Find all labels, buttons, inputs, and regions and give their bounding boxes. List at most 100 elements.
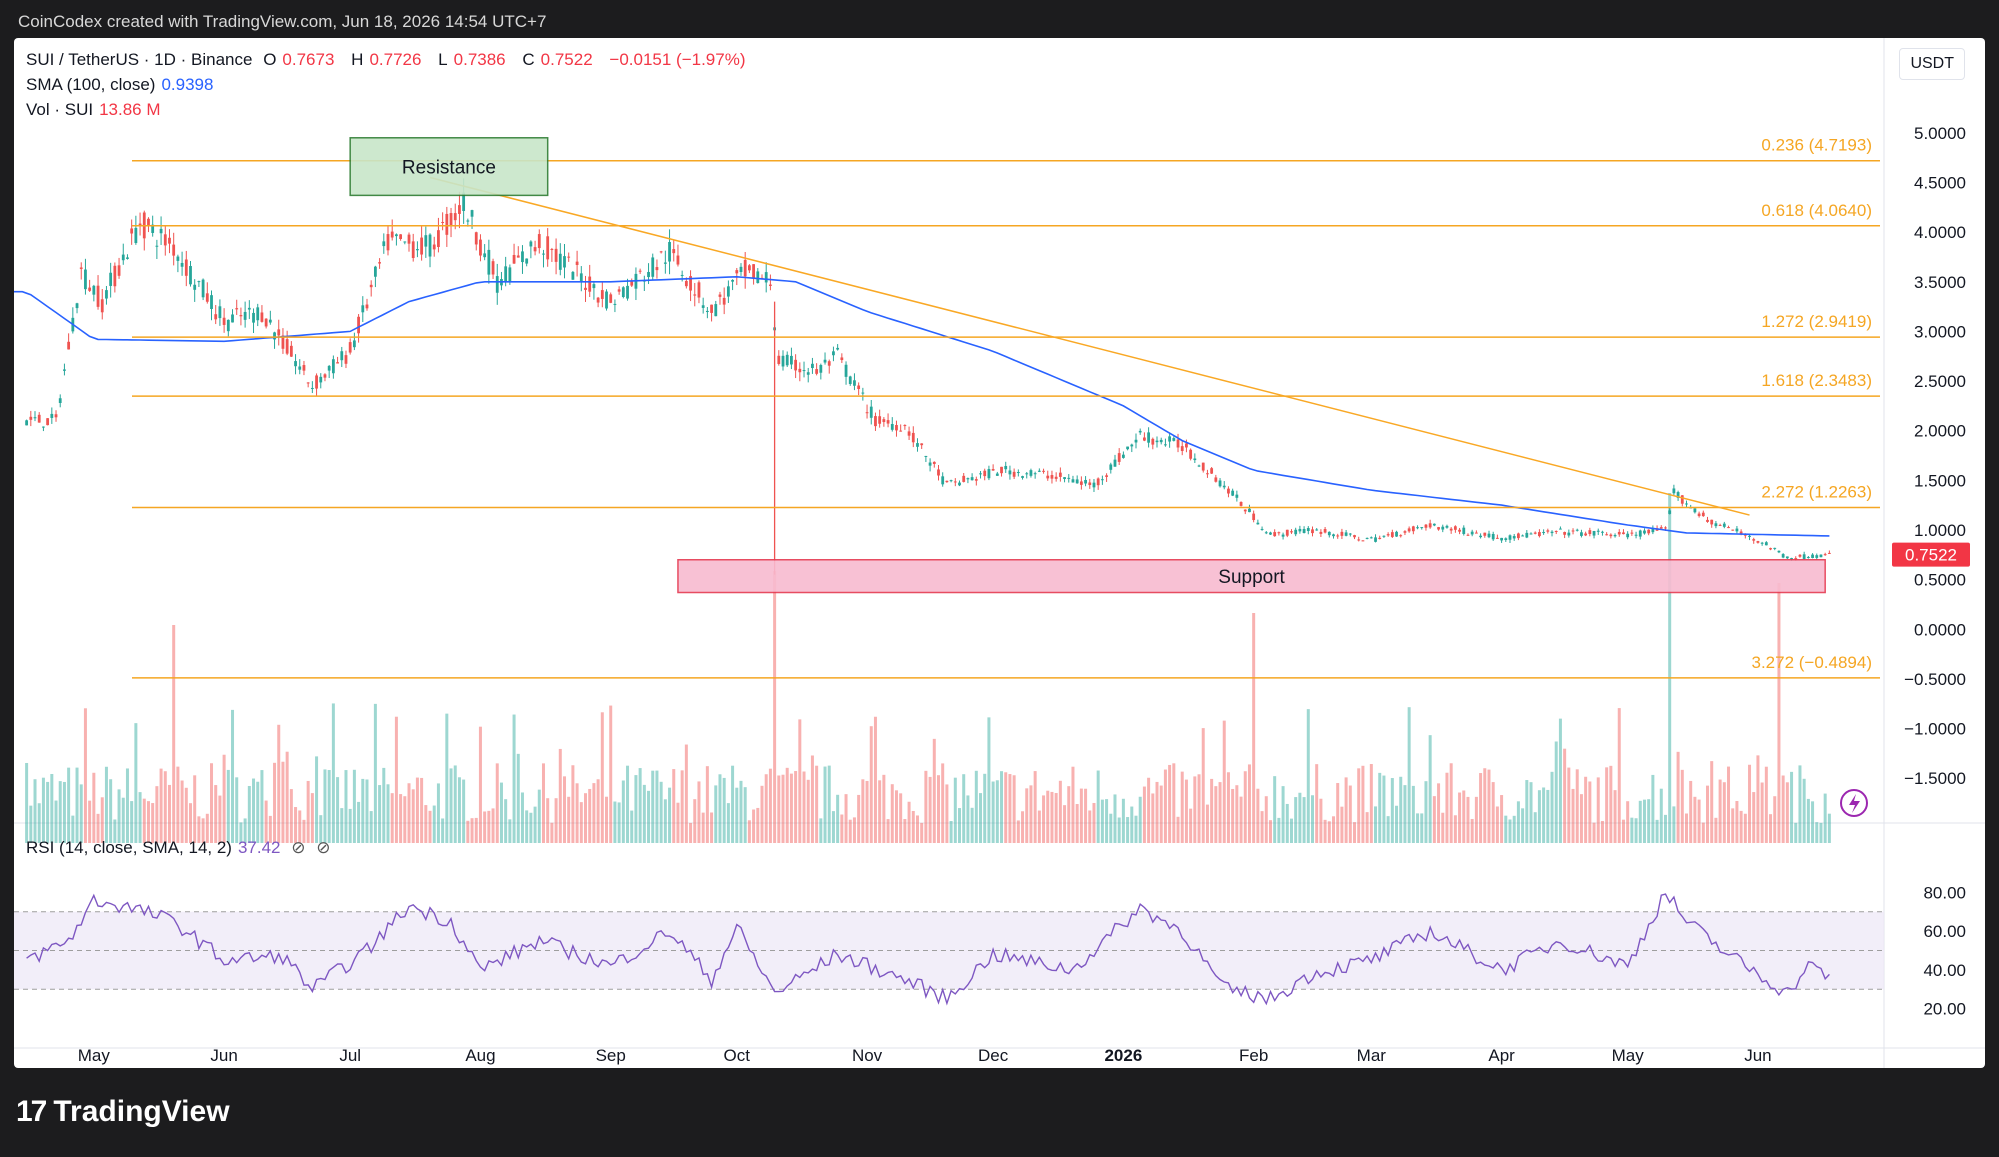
volume-bar: [1357, 768, 1361, 843]
candle-body: [235, 308, 239, 310]
candle-body: [1474, 532, 1478, 534]
volume-bar: [1336, 783, 1340, 843]
candle-body: [676, 255, 680, 265]
time-tick-label: Jun: [210, 1046, 237, 1065]
candle-body: [1382, 535, 1386, 537]
candle-body: [1248, 508, 1251, 513]
volume-bar: [1533, 812, 1537, 843]
candle-body: [832, 351, 835, 356]
volume-bar: [932, 738, 936, 843]
candle-body: [470, 210, 474, 217]
volume-bar: [1445, 772, 1449, 843]
volume-bar: [823, 766, 827, 843]
currency-unit-button[interactable]: USDT: [1899, 48, 1965, 80]
candle-body: [790, 355, 793, 365]
candle-body: [172, 244, 176, 256]
candle-body: [1315, 529, 1319, 531]
candle-body: [117, 265, 121, 276]
rsi-legend[interactable]: RSI (14, close, SMA, 14, 2) 37.42 ⊘ ⊘: [26, 838, 336, 858]
candle-body: [428, 234, 432, 257]
candle-body: [294, 361, 297, 367]
volume-bar: [592, 783, 596, 843]
volume-bar: [151, 803, 155, 843]
rsi-value: 37.42: [237, 838, 281, 857]
volume-bar: [365, 779, 369, 843]
volume-bar: [319, 815, 323, 843]
candle-body: [1676, 492, 1680, 498]
candle-body: [357, 316, 360, 334]
volume-bar: [159, 768, 163, 843]
volume-bar: [1235, 785, 1239, 843]
volume-bar: [37, 803, 41, 843]
candle-body: [609, 294, 613, 303]
hidden-icon[interactable]: ⊘: [316, 838, 331, 857]
volume-bar: [508, 819, 512, 843]
volume-bar: [499, 782, 503, 843]
candle-body: [331, 359, 335, 374]
price-tick-label: 0.0000: [1914, 620, 1966, 639]
candle-body: [903, 425, 907, 427]
volume-bar: [1752, 792, 1756, 843]
candle-body: [344, 355, 348, 364]
volume-bar: [768, 768, 772, 843]
candle-body: [1420, 527, 1424, 529]
candle-body: [1344, 532, 1348, 536]
volume-bar: [424, 805, 428, 843]
candle-body: [50, 413, 54, 418]
price-tick-label: 3.5000: [1914, 273, 1966, 292]
sma-legend[interactable]: SMA (100, close) 0.9398: [26, 75, 219, 95]
candle-body: [747, 265, 751, 271]
volume-bar: [1529, 782, 1533, 843]
volume-bar: [1323, 819, 1327, 843]
hidden-icon[interactable]: ⊘: [291, 838, 306, 857]
candle-body: [1710, 519, 1714, 525]
volume-bar: [1058, 780, 1062, 843]
candle-body: [689, 276, 692, 291]
candle-body: [1512, 536, 1516, 539]
candle-body: [949, 480, 953, 482]
volume-bar: [1340, 806, 1344, 843]
candle-body: [1340, 531, 1344, 536]
volume-bar: [1525, 780, 1529, 843]
volume-bar: [1727, 766, 1731, 843]
candle-body: [277, 329, 281, 336]
volume-bar: [1790, 771, 1794, 843]
volume-bar: [155, 786, 159, 843]
candle-body: [1327, 531, 1331, 536]
volume-bar: [466, 820, 470, 843]
volume-bar: [815, 765, 819, 843]
candle-body: [1374, 537, 1377, 542]
candle-body: [756, 271, 760, 284]
candle-body: [1466, 534, 1470, 536]
change-value: −0.0151 (−1.97%): [609, 50, 746, 69]
price-tick-label: 5.0000: [1914, 124, 1966, 143]
candle-body: [1252, 513, 1256, 521]
time-tick-label: Nov: [852, 1046, 883, 1065]
candle-body: [210, 295, 213, 309]
candle-body: [1180, 446, 1184, 452]
volume-bar: [701, 812, 705, 843]
symbol-label[interactable]: SUI / TetherUS · 1D · Binance: [26, 50, 253, 69]
volume-bar: [1794, 822, 1798, 843]
volume-bar: [1365, 812, 1369, 843]
candle-body: [474, 232, 478, 245]
volume-bar: [1441, 812, 1445, 843]
candle-body: [726, 286, 730, 297]
volume-bar: [1605, 767, 1609, 843]
volume-bar: [588, 788, 592, 843]
candle-body: [1079, 481, 1083, 485]
price-tick-label: −1.0000: [1904, 720, 1966, 739]
volume-bar: [966, 795, 970, 843]
candle-body: [848, 376, 852, 384]
volume-bar: [1046, 790, 1050, 843]
chart-panel[interactable]: 0.236 (4.7193) 0.618 (4.0640) 1.272 (2.941…: [14, 38, 1985, 1068]
candle-body: [231, 314, 234, 323]
volume-legend[interactable]: Vol · SUI 13.86 M: [26, 100, 167, 120]
price-chart[interactable]: 0.236 (4.7193) 0.618 (4.0640) 1.272 (2.941…: [14, 38, 1985, 1068]
candle-body: [693, 294, 697, 296]
volume-bar: [949, 821, 953, 843]
volume-bar: [634, 775, 638, 843]
candle-body: [777, 355, 781, 364]
candle-body: [508, 267, 512, 282]
volume-bar: [184, 787, 188, 843]
